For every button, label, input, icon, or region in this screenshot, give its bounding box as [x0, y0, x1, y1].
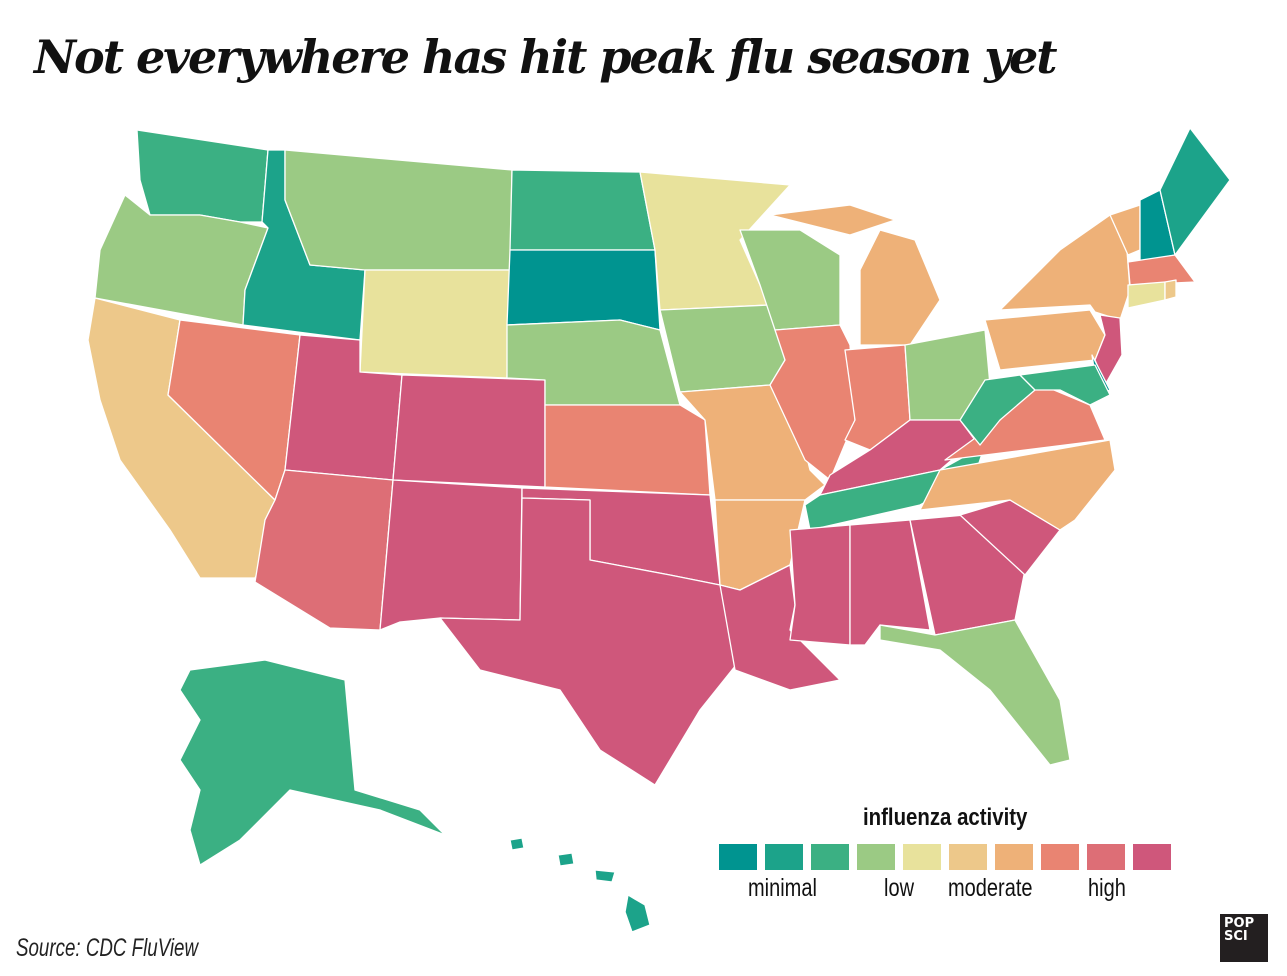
state-shape [392, 374, 546, 488]
state-shape [544, 404, 711, 496]
state-hi [509, 837, 651, 933]
state-shape [1127, 254, 1196, 286]
state-shape [1164, 279, 1177, 301]
legend-swatch-1 [719, 844, 757, 870]
state-shape [919, 439, 1116, 531]
legend-label-moderate: moderate [948, 874, 1033, 902]
legend-swatch-3 [811, 844, 849, 870]
state-shape [859, 229, 941, 346]
popsci-logo: POP SCI [1220, 914, 1268, 962]
legend-swatch-9 [1087, 844, 1125, 870]
state-mt [284, 149, 513, 271]
state-la [719, 564, 841, 691]
state-ks [544, 404, 711, 496]
state-nm [379, 479, 523, 631]
state-nc [919, 439, 1116, 531]
state-sd [506, 249, 661, 331]
state-shape [439, 497, 741, 786]
state-ma [1127, 254, 1196, 286]
legend-swatches [719, 844, 1171, 870]
state-pa [984, 309, 1106, 371]
state-wy [359, 269, 511, 379]
state-shape [506, 249, 661, 331]
state-shape [984, 309, 1106, 371]
state-shape [1019, 364, 1111, 406]
source-note: Source: CDC FluView [16, 934, 199, 962]
state-shape [1127, 281, 1166, 309]
state-wa [136, 129, 269, 223]
state-nd [509, 169, 656, 251]
legend-swatch-4 [857, 844, 895, 870]
state-md [1019, 364, 1111, 406]
legend-label-high: high [1088, 874, 1126, 902]
legend-title: influenza activity [863, 804, 1028, 831]
legend-swatch-7 [995, 844, 1033, 870]
state-shape [179, 659, 446, 866]
state-shape [769, 204, 896, 236]
state-shape [999, 214, 1131, 321]
state-co [392, 374, 546, 488]
state-ct [1127, 281, 1166, 309]
legend-swatch-10 [1133, 844, 1171, 870]
page-title: Not everywhere has hit peak flu season y… [34, 30, 1057, 84]
state-shape [789, 524, 851, 646]
state-ri [1164, 279, 1177, 301]
state-shape [719, 564, 841, 691]
state-shape [557, 852, 575, 867]
state-shape [136, 129, 269, 223]
state-shape [659, 304, 786, 393]
state-ms [789, 524, 851, 646]
state-shape [594, 869, 616, 883]
state-fl [879, 619, 1071, 766]
state-shape [359, 269, 511, 379]
legend-label-minimal: minimal [748, 874, 817, 902]
state-ny [999, 214, 1131, 321]
state-ak [179, 659, 446, 866]
state-shape [379, 479, 523, 631]
legend-swatch-6 [949, 844, 987, 870]
state-shape [284, 149, 513, 271]
state-shape [879, 619, 1071, 766]
state-me [1159, 127, 1231, 256]
state-ia [659, 304, 786, 393]
state-shape [624, 894, 651, 933]
state-tx [439, 497, 741, 786]
state-mi [769, 204, 941, 346]
state-shape [509, 169, 656, 251]
legend-swatch-8 [1041, 844, 1079, 870]
state-shape [1159, 127, 1231, 256]
legend-label-low: low [884, 874, 915, 902]
state-shape [509, 837, 525, 851]
legend-swatch-2 [765, 844, 803, 870]
legend-swatch-5 [903, 844, 941, 870]
